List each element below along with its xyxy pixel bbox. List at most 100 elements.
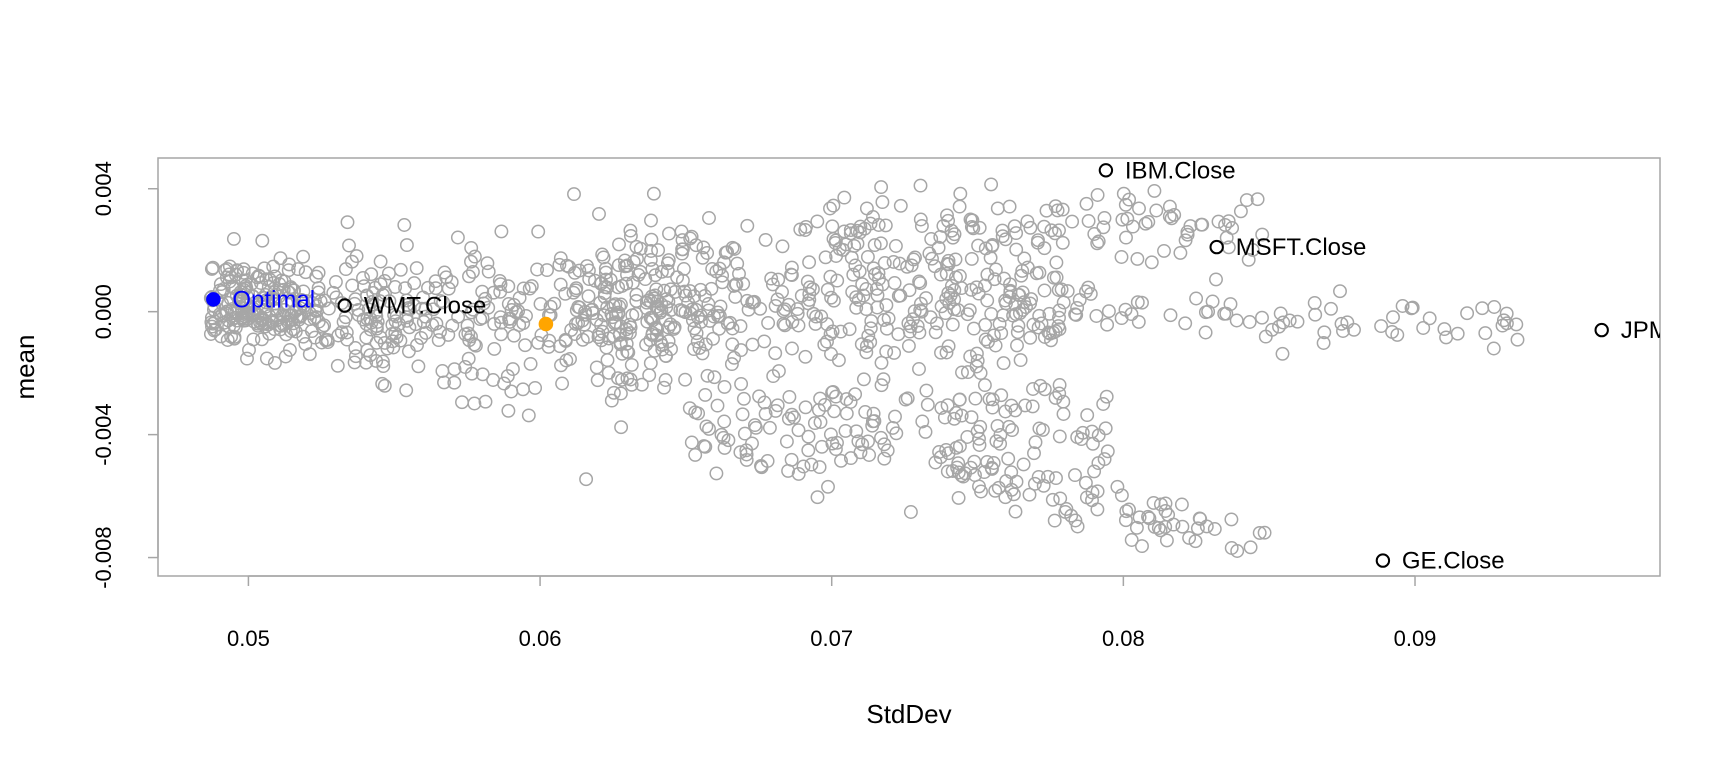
random-portfolio-point: [475, 310, 490, 325]
random-portfolio-point: [1131, 314, 1146, 329]
random-portfolio-point: [461, 351, 476, 366]
random-portfolio-point: [1390, 327, 1405, 342]
x-tick-label: 0.09: [1394, 626, 1437, 651]
random-portfolio-point: [597, 308, 611, 323]
random-portfolio-point: [932, 445, 947, 459]
random-portfolio-point: [947, 227, 962, 242]
random-portfolio-point: [993, 428, 1008, 442]
random-portfolio-point: [1422, 311, 1437, 326]
random-portfolio-point: [739, 447, 754, 462]
random-portfolio-point: [870, 300, 885, 315]
random-portfolio-point: [348, 349, 363, 364]
random-portfolio-point: [925, 251, 939, 266]
random-portfolio-point: [1037, 219, 1052, 234]
random-portfolio-point: [1162, 199, 1177, 214]
random-portfolio-point: [296, 249, 311, 264]
random-portfolio-point: [361, 302, 376, 317]
random-portfolio-point: [494, 315, 509, 330]
random-portfolio-point: [781, 297, 796, 312]
random-portfolio-point: [661, 334, 676, 349]
random-portfolio-point: [531, 224, 546, 239]
random-portfolio-point: [1047, 513, 1062, 528]
y-tick-label: -0.008: [91, 526, 116, 588]
random-portfolio-point: [1475, 301, 1490, 316]
random-portfolio-point: [1085, 436, 1100, 451]
random-portfolio-point: [980, 293, 995, 308]
random-portfolio-point: [589, 360, 604, 375]
random-portfolio-point: [736, 391, 751, 406]
random-portfolio-point: [644, 232, 659, 247]
random-portfolio-point: [611, 305, 626, 320]
random-portfolio-point: [1049, 255, 1064, 270]
random-portfolio-point: [1052, 322, 1067, 337]
random-portfolio-point: [874, 355, 889, 370]
random-portfolio-point: [1252, 525, 1267, 540]
random-portfolio-point: [987, 272, 1002, 287]
random-portfolio-point: [342, 238, 356, 253]
random-portfolio-point: [696, 240, 711, 255]
random-portfolio-point: [941, 339, 956, 354]
random-portfolio-point: [478, 394, 493, 409]
random-portfolio-point: [458, 327, 473, 342]
random-portfolio-point: [842, 322, 857, 337]
random-portfolio-point: [874, 180, 889, 195]
random-portfolio-point: [331, 328, 346, 343]
random-portfolio-point: [642, 368, 657, 383]
random-portfolio-point: [620, 258, 635, 273]
random-portfolio-point: [944, 223, 959, 238]
random-portfolio-point: [873, 236, 888, 251]
random-portfolio-point: [820, 317, 834, 332]
random-portfolio-point: [820, 282, 835, 297]
random-portfolio-point: [1115, 212, 1130, 227]
y-tick-label: -0.004: [91, 403, 116, 465]
random-portfolio-point: [983, 250, 998, 265]
random-portfolio-point: [1052, 386, 1067, 401]
random-portfolio-point: [1072, 292, 1087, 307]
random-portfolio-point: [375, 354, 390, 369]
random-portfolio-point: [1052, 378, 1067, 392]
random-portfolio-point: [464, 305, 479, 320]
random-portfolio-point: [473, 312, 488, 327]
random-portfolio-point: [467, 396, 482, 411]
random-portfolio-point: [972, 438, 987, 452]
random-portfolio-point: [606, 385, 621, 400]
random-portfolio-point: [502, 314, 517, 329]
random-portfolio-point: [682, 401, 697, 416]
random-portfolio-point: [272, 282, 287, 297]
random-portfolio-point: [953, 186, 968, 201]
random-portfolio-point: [1074, 432, 1089, 447]
random-portfolio-point: [1114, 250, 1129, 264]
random-portfolio-point: [977, 465, 992, 480]
random-portfolio-point: [1229, 313, 1244, 328]
random-portfolio-point: [853, 219, 868, 234]
random-portfolio-point: [1132, 201, 1146, 216]
optimal-label: Optimal: [232, 286, 315, 313]
random-portfolio-point: [710, 305, 725, 320]
random-portfolio-point: [604, 393, 619, 408]
random-portfolio-point: [853, 225, 867, 240]
random-portfolio-point: [684, 435, 699, 450]
random-portfolio-point: [494, 327, 509, 342]
random-portfolio-point: [1079, 196, 1094, 211]
random-portfolio-point: [530, 262, 545, 277]
random-portfolio-point: [359, 288, 374, 303]
random-portfolio-point: [600, 353, 615, 368]
random-portfolio-point: [364, 267, 379, 282]
random-portfolio-point: [823, 269, 838, 284]
asset-label: GE.Close: [1402, 548, 1505, 575]
random-portfolio-point: [203, 327, 218, 341]
random-portfolio-point: [1056, 407, 1071, 421]
random-portfolio-point: [861, 328, 876, 343]
random-portfolio-point: [568, 316, 583, 331]
random-portfolio-point: [1005, 423, 1020, 438]
random-portfolio-point: [802, 255, 817, 270]
random-portfolio-point: [995, 229, 1010, 244]
random-portfolio-point: [859, 201, 874, 216]
random-portfolio-point: [1276, 315, 1291, 330]
random-portfolio-point: [908, 250, 922, 265]
random-portfolio-point: [928, 325, 943, 340]
random-portfolio-point: [634, 377, 649, 392]
random-portfolio-point: [988, 338, 1003, 353]
random-portfolio-point: [1324, 301, 1338, 316]
random-portfolio-point: [360, 312, 375, 326]
